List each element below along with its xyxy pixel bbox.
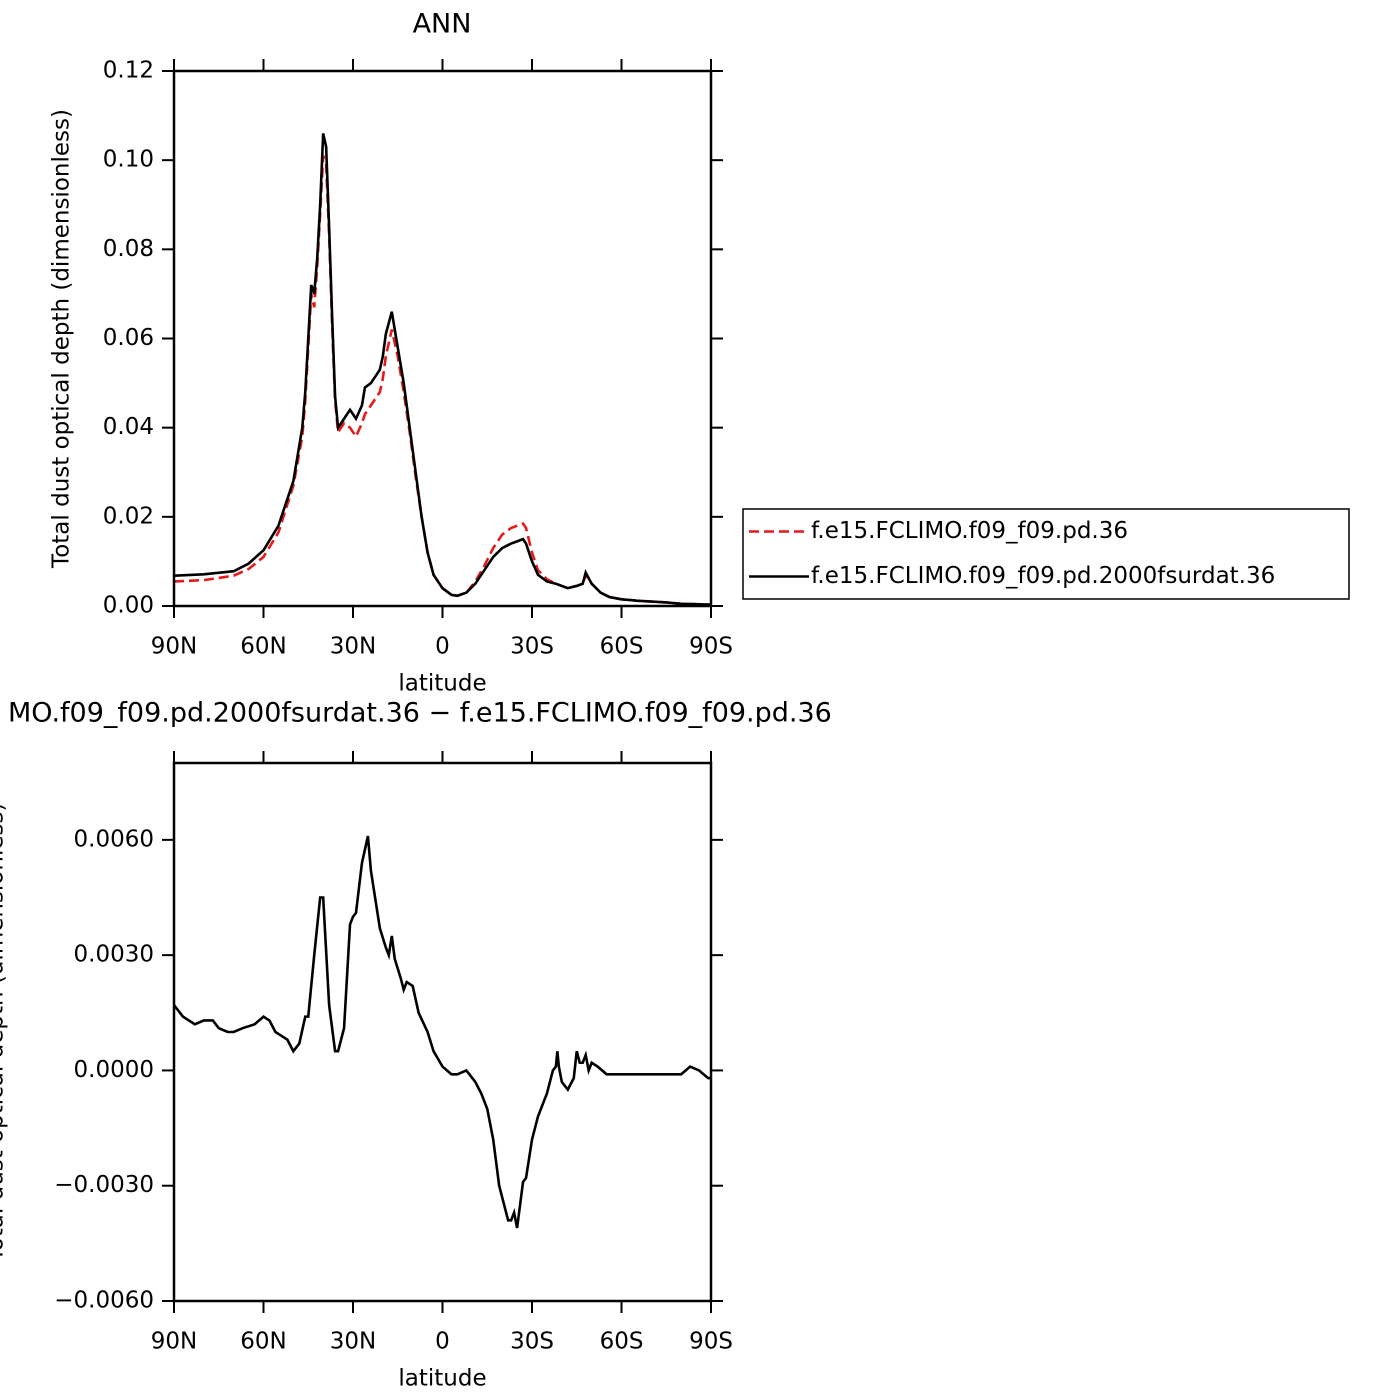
x-tick-label: 60N	[240, 634, 286, 660]
legend-label: f.e15.FCLIMO.f09_f09.pd.36	[811, 518, 1128, 544]
y-tick-label: 0.06	[103, 325, 154, 351]
x-tick-label: 60S	[600, 1329, 644, 1355]
plot-frame	[172, 761, 713, 1303]
y-tick-label: 0.02	[103, 503, 154, 529]
x-axis-label: latitude	[398, 1366, 486, 1392]
x-tick-label: 90N	[151, 1329, 197, 1355]
x-tick-label: 0	[435, 1329, 450, 1355]
y-tick-label: 0.0030	[74, 942, 154, 968]
x-tick-label: 90S	[689, 1329, 733, 1355]
legend-box	[742, 508, 1350, 600]
x-tick-label: 60N	[240, 1329, 286, 1355]
x-axis-label: latitude	[398, 671, 486, 697]
x-tick-label: 30S	[510, 1329, 554, 1355]
x-tick-label: 30N	[330, 1329, 376, 1355]
y-tick-label: −0.0060	[54, 1288, 154, 1314]
y-axis-label: Total dust optical depth (dimensionless)	[0, 803, 9, 1263]
y-tick-label: 0.0000	[74, 1057, 154, 1083]
y-tick-label: 0.12	[103, 58, 154, 84]
x-tick-label: 30N	[330, 634, 376, 660]
y-axis-label: Total dust optical depth (dimensionless)	[49, 109, 75, 569]
x-tick-label: 60S	[600, 634, 644, 660]
y-tick-label: 0.0060	[74, 826, 154, 852]
y-tick-label: 0.08	[103, 236, 154, 262]
plot-frame	[172, 69, 713, 608]
x-tick-label: 0	[435, 634, 450, 660]
y-tick-label: 0.00	[103, 593, 154, 619]
y-tick-label: −0.0030	[54, 1172, 154, 1198]
x-tick-label: 90S	[689, 634, 733, 660]
x-tick-label: 90N	[151, 634, 197, 660]
data-line	[172, 835, 711, 1229]
data-line	[173, 133, 712, 606]
legend-label: f.e15.FCLIMO.f09_f09.pd.2000fsurdat.36	[811, 563, 1275, 589]
y-tick-label: 0.10	[103, 147, 154, 173]
chart-title: ANN	[413, 9, 472, 40]
y-tick-label: 0.04	[103, 414, 154, 440]
chart-title: MO.f09_f09.pd.2000fsurdat.36 − f.e15.FCL…	[8, 698, 832, 729]
x-tick-label: 30S	[510, 634, 554, 660]
